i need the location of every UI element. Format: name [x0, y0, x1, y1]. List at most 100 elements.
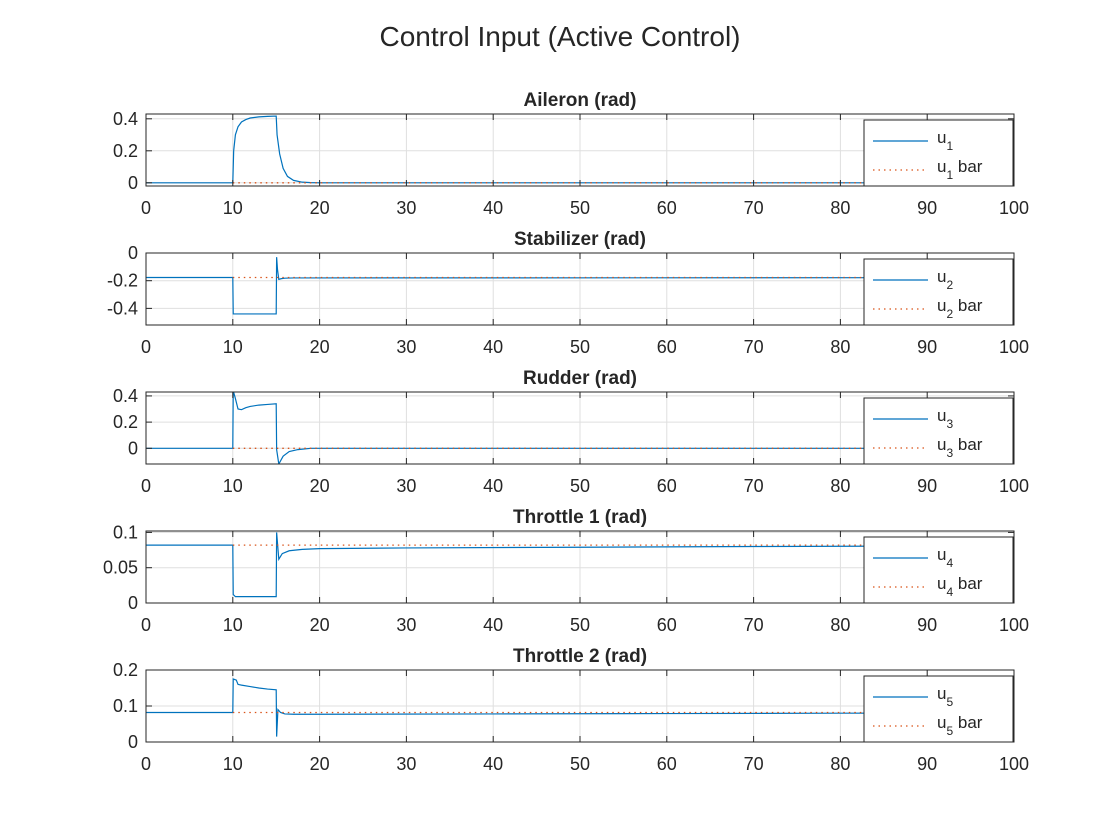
series-group	[146, 257, 1014, 315]
legend-entry: u4 bar	[937, 574, 983, 599]
x-tick-label: 100	[999, 754, 1029, 774]
figure-title: Control Input (Active Control)	[379, 21, 740, 52]
x-tick-label: 10	[223, 337, 243, 357]
x-tick-label: 30	[396, 615, 416, 635]
x-tick-label: 40	[483, 337, 503, 357]
legend-entry: u5	[937, 684, 953, 709]
y-tick-label: -0.4	[107, 298, 138, 318]
x-tick-label: 100	[999, 615, 1029, 635]
y-tick-label: 0.4	[113, 109, 138, 129]
x-tick-label: 60	[657, 615, 677, 635]
x-tick-label: 90	[917, 476, 937, 496]
x-tick-label: 20	[310, 337, 330, 357]
subplot-title: Throttle 2 (rad)	[513, 646, 647, 667]
y-tick-label: 0	[128, 593, 138, 613]
y-tick-label: 0	[128, 243, 138, 263]
x-tick-label: 60	[657, 476, 677, 496]
legend: u4 u4 bar	[863, 536, 1014, 604]
x-tick-label: 30	[396, 476, 416, 496]
legend-entry: u4	[937, 545, 953, 570]
y-tick-label: 0.2	[113, 660, 138, 680]
signal-line-u3	[146, 392, 1014, 464]
x-tick-label: 70	[744, 754, 764, 774]
x-tick-label: 20	[310, 476, 330, 496]
subplot-title: Rudder (rad)	[523, 368, 637, 389]
subplot-3: 0 10 20 30 40 50 60 70 80 90 100 0 0.2 0.4 Rudder (rad…	[113, 368, 1029, 496]
y-tick-label: 0	[128, 173, 138, 193]
x-tick-label: 0	[141, 198, 151, 218]
x-tick-label: 70	[744, 337, 764, 357]
x-tick-label: 80	[830, 754, 850, 774]
legend-entry: u1 bar	[937, 157, 983, 182]
tick-marks	[145, 669, 1015, 743]
legend-entry: u2 bar	[937, 296, 983, 321]
legend-box	[863, 675, 1014, 743]
x-tick-label: 80	[830, 615, 850, 635]
signal-line-u4	[146, 532, 1014, 598]
x-tick-label: 10	[223, 754, 243, 774]
x-tick-label: 50	[570, 337, 590, 357]
legend-entry: u3	[937, 406, 953, 431]
x-tick-label: 20	[310, 754, 330, 774]
x-tick-label: 20	[310, 615, 330, 635]
legend-entry: u2	[937, 267, 953, 292]
x-tick-label: 50	[570, 476, 590, 496]
subplot-1: 0 10 20 30 40 50 60 70 80 90 100 0 0.2 0.4 Aileron (ra…	[113, 90, 1029, 218]
x-tick-label: 40	[483, 615, 503, 635]
x-tick-label: 50	[570, 754, 590, 774]
y-tick-label: 0.05	[103, 558, 138, 578]
tick-marks	[145, 531, 1015, 604]
series-group	[146, 115, 1014, 184]
y-tick-label: 0.2	[113, 141, 138, 161]
y-tick-label: 0.2	[113, 412, 138, 432]
x-tick-label: 70	[744, 198, 764, 218]
legend-box	[863, 397, 1014, 465]
signal-line-u5	[146, 678, 1014, 737]
x-tick-label: 40	[483, 476, 503, 496]
y-tick-label: 0	[128, 438, 138, 458]
x-tick-label: 60	[657, 198, 677, 218]
x-tick-label: 40	[483, 198, 503, 218]
x-tick-label: 100	[999, 198, 1029, 218]
series-group	[146, 392, 1014, 464]
x-tick-label: 0	[141, 615, 151, 635]
y-tick-label: 0	[128, 732, 138, 752]
legend-box	[863, 258, 1014, 326]
x-tick-label: 40	[483, 754, 503, 774]
subplot-title: Throttle 1 (rad)	[513, 507, 647, 528]
x-tick-label: 50	[570, 615, 590, 635]
x-tick-label: 80	[830, 476, 850, 496]
x-tick-label: 30	[396, 754, 416, 774]
x-tick-label: 70	[744, 476, 764, 496]
signal-line-u1	[146, 115, 1014, 184]
subplot-title: Stabilizer (rad)	[514, 229, 646, 250]
series-group	[146, 532, 1014, 598]
x-tick-label: 60	[657, 754, 677, 774]
x-tick-label: 0	[141, 476, 151, 496]
x-tick-label: 90	[917, 337, 937, 357]
legend: u1 u1 bar	[863, 119, 1014, 187]
y-tick-label: 0.1	[113, 696, 138, 716]
subplot-5: 0 10 20 30 40 50 60 70 80 90 100 0 0.1 0.2 Throttle 2 …	[113, 646, 1029, 774]
signal-line-u2	[146, 257, 1014, 315]
x-tick-label: 0	[141, 337, 151, 357]
x-tick-label: 60	[657, 337, 677, 357]
legend-box	[863, 119, 1014, 187]
subplot-2: 0 10 20 30 40 50 60 70 80 90 100 -0.4 -0.2 0 Stabilize…	[107, 229, 1029, 357]
x-tick-label: 30	[396, 198, 416, 218]
series-group	[146, 678, 1014, 737]
x-tick-label: 10	[223, 198, 243, 218]
legend-box	[863, 536, 1014, 604]
subplot-title: Aileron (rad)	[524, 90, 637, 111]
y-tick-label: -0.2	[107, 271, 138, 291]
legend: u2 u2 bar	[863, 258, 1014, 326]
tick-marks	[145, 392, 1015, 464]
x-tick-label: 100	[999, 337, 1029, 357]
x-tick-label: 50	[570, 198, 590, 218]
x-tick-label: 70	[744, 615, 764, 635]
x-tick-label: 90	[917, 198, 937, 218]
x-tick-label: 80	[830, 337, 850, 357]
x-tick-label: 100	[999, 476, 1029, 496]
